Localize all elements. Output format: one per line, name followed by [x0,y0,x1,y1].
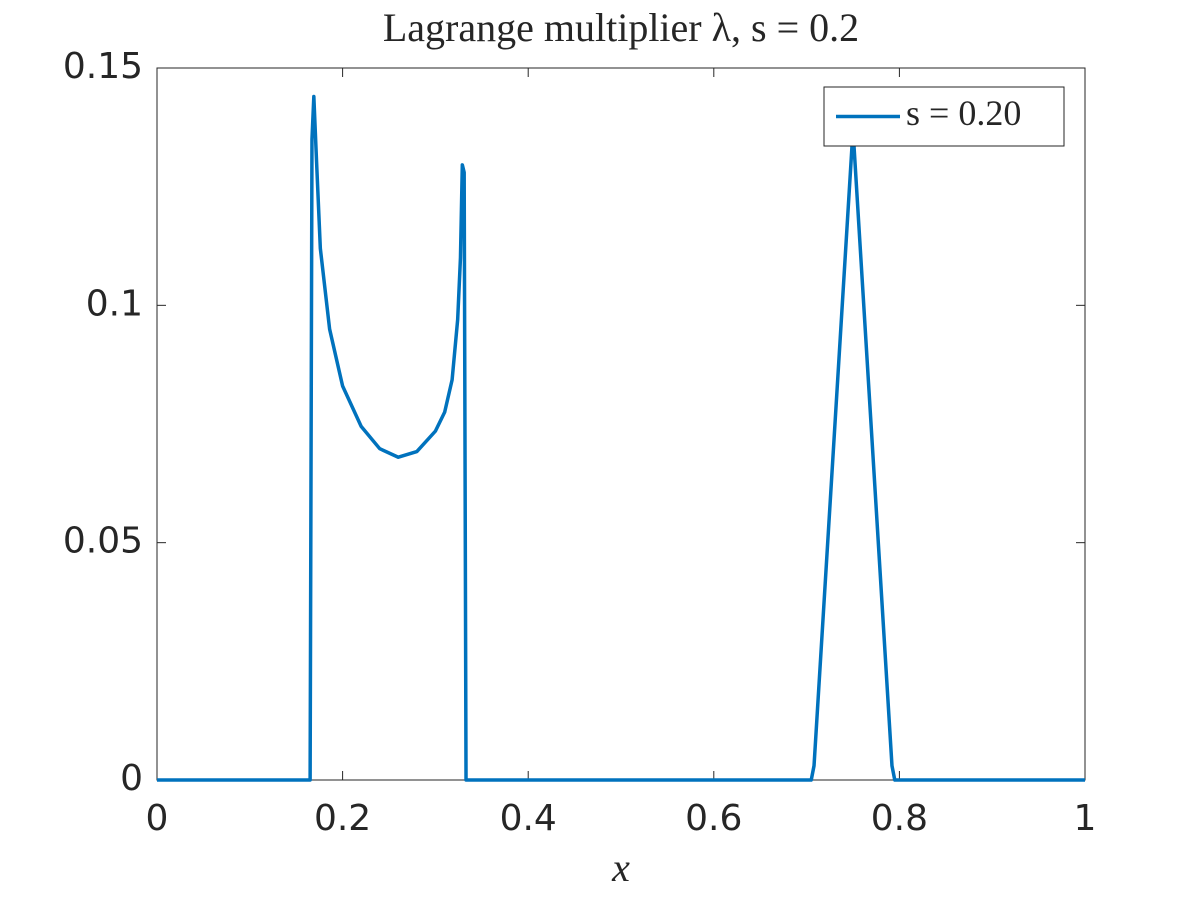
y-tick-label: 0.15 [63,46,143,87]
data-line [157,94,1085,782]
x-tick-label: 0 [146,798,169,839]
legend-label: s = 0.20 [906,93,1021,133]
x-tick-label: 0.8 [871,798,928,839]
x-tick-label: 0.4 [500,798,557,839]
y-tick-label: 0 [120,758,143,799]
plot-area [156,67,1086,781]
chart-title: Lagrange multiplier λ, s = 0.2 [383,5,859,50]
x-tick-label: 0.2 [314,798,371,839]
y-tick-label: 0.1 [86,283,143,324]
legend: s = 0.20 [823,86,1065,147]
x-tick-label: 1 [1074,798,1097,839]
x-tick-label: 0.6 [685,798,742,839]
y-tick-label: 0.05 [63,521,143,562]
x-axis-label: x [611,845,630,890]
